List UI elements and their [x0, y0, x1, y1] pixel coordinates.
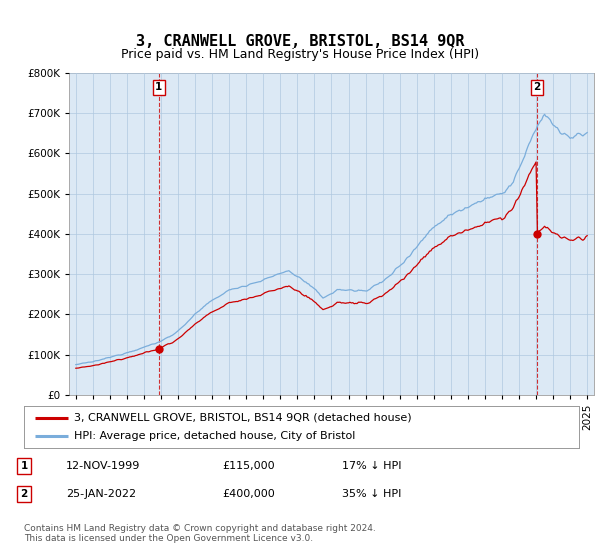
Text: 1: 1: [20, 461, 28, 471]
Text: 2: 2: [533, 82, 541, 92]
Text: 2: 2: [20, 489, 28, 499]
Text: 12-NOV-1999: 12-NOV-1999: [66, 461, 140, 471]
Text: Price paid vs. HM Land Registry's House Price Index (HPI): Price paid vs. HM Land Registry's House …: [121, 48, 479, 60]
Text: 17% ↓ HPI: 17% ↓ HPI: [342, 461, 401, 471]
Text: Contains HM Land Registry data © Crown copyright and database right 2024.
This d: Contains HM Land Registry data © Crown c…: [24, 524, 376, 543]
Text: £400,000: £400,000: [222, 489, 275, 499]
Text: 1: 1: [155, 82, 163, 92]
Text: 3, CRANWELL GROVE, BRISTOL, BS14 9QR (detached house): 3, CRANWELL GROVE, BRISTOL, BS14 9QR (de…: [74, 413, 412, 423]
Text: £115,000: £115,000: [222, 461, 275, 471]
Text: 25-JAN-2022: 25-JAN-2022: [66, 489, 136, 499]
Text: 35% ↓ HPI: 35% ↓ HPI: [342, 489, 401, 499]
Text: HPI: Average price, detached house, City of Bristol: HPI: Average price, detached house, City…: [74, 431, 355, 441]
Text: 3, CRANWELL GROVE, BRISTOL, BS14 9QR: 3, CRANWELL GROVE, BRISTOL, BS14 9QR: [136, 34, 464, 49]
